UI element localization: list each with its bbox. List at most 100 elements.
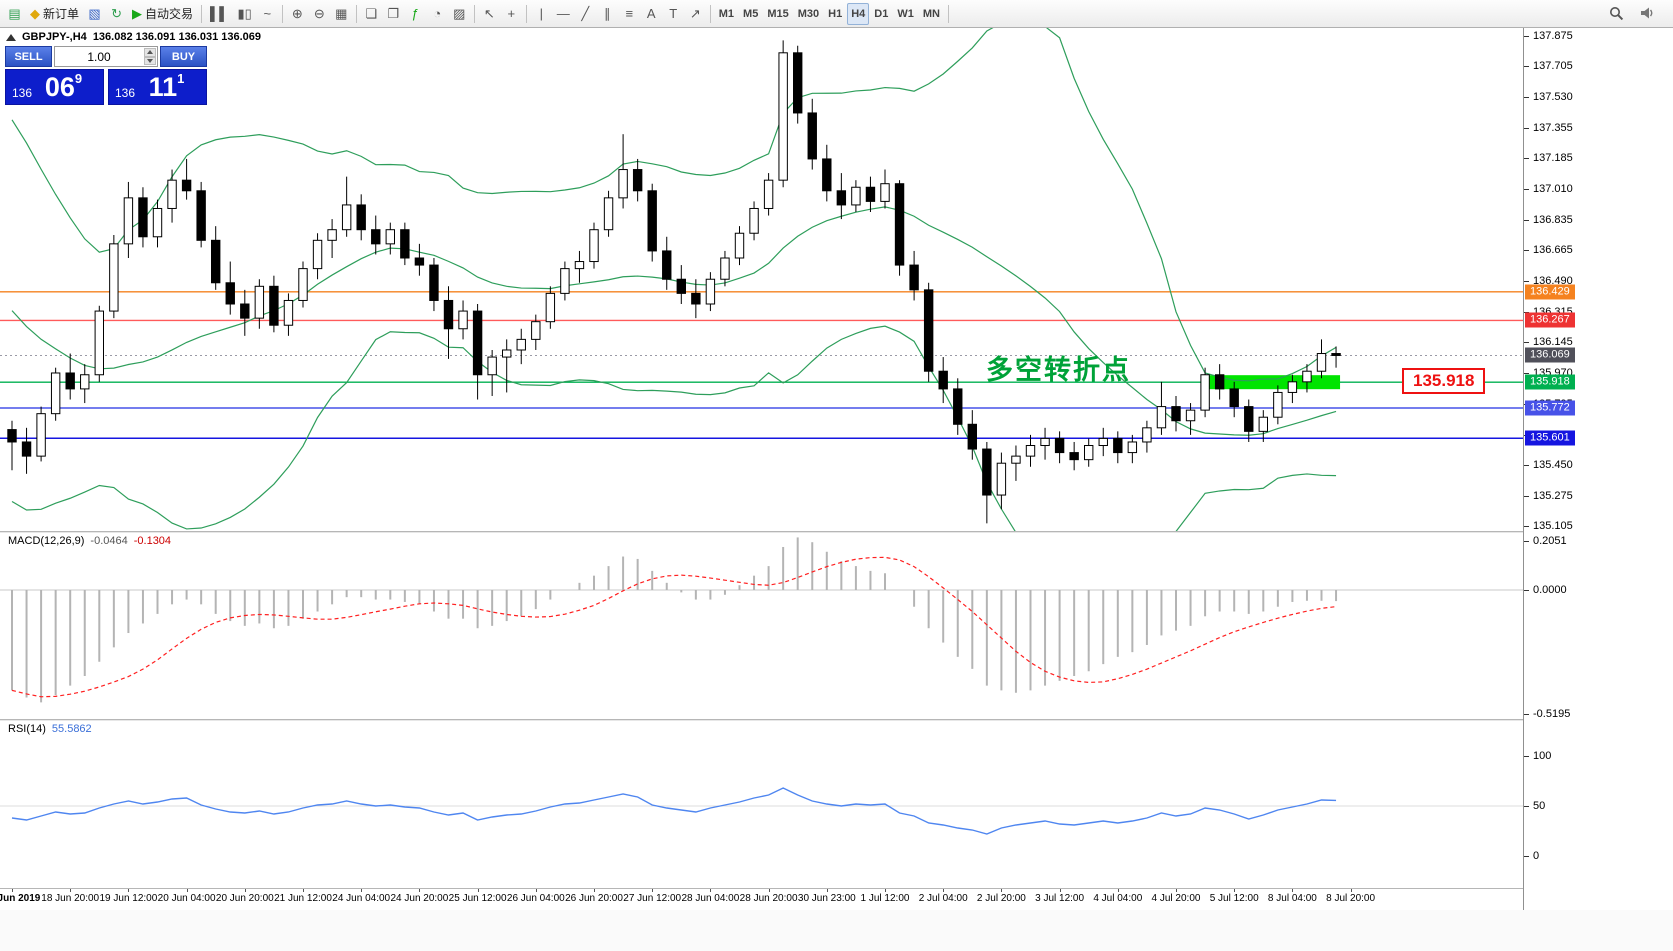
new-chart-button[interactable]: ▤ — [4, 3, 25, 25]
time-tick-mark — [1234, 889, 1236, 892]
time-tick-mark — [1176, 889, 1177, 892]
candle-body — [749, 207, 759, 234]
toolbar-separator — [281, 4, 283, 23]
new-order-button[interactable]: ◆ 新订单 — [26, 3, 83, 25]
candle-body — [589, 229, 599, 263]
macd-signal-value: -0.1304 — [133, 535, 172, 547]
periods-button[interactable]: ◔ — [427, 3, 448, 25]
text-button[interactable]: A — [641, 3, 662, 25]
candlestick — [720, 250, 730, 287]
fibonacci-button[interactable]: ≡ — [619, 3, 640, 25]
candle-body — [1185, 409, 1196, 422]
panel-splitter[interactable] — [0, 531, 1673, 533]
candlestick — [50, 367, 61, 421]
text-label-button[interactable]: T — [663, 3, 684, 25]
cascade-windows-button[interactable]: ❐ — [383, 3, 404, 25]
volume-up-button[interactable] — [144, 48, 156, 57]
bar-chart-button[interactable]: ▌▌ — [206, 3, 232, 25]
time-label: 26 Jun 04:00 — [506, 893, 565, 904]
time-label: 4 Jul 20:00 — [1151, 893, 1201, 904]
time-tick-mark — [419, 889, 421, 892]
price-tag-135.772: 135.772 — [1525, 400, 1575, 416]
trendline-button[interactable]: ╱ — [575, 3, 596, 25]
time-tick-mark — [244, 889, 246, 892]
time-label: 8 Jul 04:00 — [1267, 893, 1317, 904]
auto-trading-button[interactable]: ▶ 自动交易 — [128, 3, 197, 25]
candlestick — [705, 272, 716, 312]
candlestick — [240, 289, 250, 336]
notifications-icon[interactable] — [1636, 3, 1659, 25]
timeframe-m1-button[interactable]: M1 — [715, 3, 738, 25]
arrows-button[interactable]: ↗ — [685, 3, 706, 25]
time-label: 3 Jul 12:00 — [1035, 893, 1085, 904]
candlestick — [152, 199, 163, 248]
down-arrow-icon — [147, 58, 153, 63]
candlestick — [138, 187, 148, 248]
candlestick-chart-button[interactable]: ▮▯ — [233, 3, 255, 25]
indicators-button[interactable]: ƒ — [405, 3, 426, 25]
charts-button[interactable]: ▧ — [84, 3, 105, 25]
horizontal-line-icon: — — [556, 6, 570, 21]
time-label: 18 Jun 2019 — [0, 893, 41, 904]
search-icon[interactable] — [1605, 3, 1628, 25]
timeframe-w1-button[interactable]: W1 — [893, 3, 918, 25]
candlestick — [1258, 410, 1268, 442]
candle-body — [1229, 388, 1239, 408]
timeframe-h4-button[interactable]: H4 — [847, 2, 870, 25]
candle-body — [327, 229, 337, 241]
zoom-out-button[interactable]: ⊖ — [309, 3, 330, 25]
one-click-collapse-icon[interactable] — [6, 33, 16, 41]
buy-button[interactable]: BUY — [160, 46, 207, 67]
crosshair-button[interactable]: + — [501, 3, 522, 25]
candle-body — [894, 183, 905, 266]
horizontal-line-button[interactable]: — — [553, 3, 574, 25]
time-label: 25 Jun 12:00 — [448, 893, 507, 904]
price-callout-label[interactable]: 135.918 — [1402, 368, 1486, 394]
zoom-in-button[interactable]: ⊕ — [287, 3, 308, 25]
volume-input[interactable] — [55, 47, 157, 66]
price-tick-mark — [1524, 372, 1529, 374]
channel-button[interactable]: ∥ — [597, 3, 618, 25]
refresh-button[interactable]: ↻ — [106, 3, 127, 25]
new-chart-icon: ▤ — [8, 6, 21, 21]
timeframe-mn-button[interactable]: MN — [919, 3, 944, 25]
tile-windows-button[interactable]: ❏ — [361, 3, 382, 25]
time-tick-mark — [652, 889, 654, 892]
volume-down-button[interactable] — [144, 56, 156, 65]
price-tag-136.069: 136.069 — [1525, 347, 1575, 363]
buy-price-display[interactable]: 136 11 1 — [108, 69, 207, 105]
candle-body — [152, 207, 163, 238]
cursor-button[interactable]: ↖ — [479, 3, 500, 25]
candlestick — [1040, 427, 1050, 460]
candle-body — [720, 257, 730, 280]
vertical-line-button[interactable]: | — [531, 3, 552, 25]
timeframe-h1-button[interactable]: H1 — [824, 3, 846, 25]
time-label: 20 Jun 20:00 — [215, 893, 274, 904]
candlestick — [531, 314, 541, 350]
bollinger-lower-band — [11, 325, 1337, 531]
candlestick — [1156, 381, 1167, 435]
sell-button[interactable]: SELL — [5, 46, 52, 67]
timeframe-m5-button[interactable]: M5 — [739, 3, 762, 25]
panel-splitter[interactable] — [0, 719, 1673, 721]
sell-price-display[interactable]: 136 06 9 — [5, 69, 104, 105]
time-tick-mark — [70, 889, 72, 892]
candlestick — [1084, 438, 1094, 467]
candlestick — [603, 190, 614, 237]
candlestick — [1171, 395, 1181, 432]
chart-annotation-text[interactable]: 多空转折点 — [986, 355, 1131, 385]
templates-button[interactable]: ▨ — [449, 3, 470, 25]
price-scale[interactable]: 137.875 137.705 137.530 137.355 137.185 137.0… — [1523, 28, 1673, 910]
timeframe-d1-button[interactable]: D1 — [870, 3, 892, 25]
timeframe-m30-button[interactable]: M30 — [794, 3, 823, 25]
grid-button[interactable]: ▦ — [331, 3, 352, 25]
candlestick — [94, 305, 104, 382]
timeframe-m15-button[interactable]: M15 — [763, 3, 792, 25]
candlestick — [429, 258, 439, 312]
text-icon: A — [646, 6, 656, 21]
candle-body — [967, 423, 977, 450]
line-chart-button[interactable]: ~ — [257, 3, 278, 25]
periods-icon: ◔ — [433, 6, 442, 21]
buy-price-big: 11 — [148, 71, 178, 102]
